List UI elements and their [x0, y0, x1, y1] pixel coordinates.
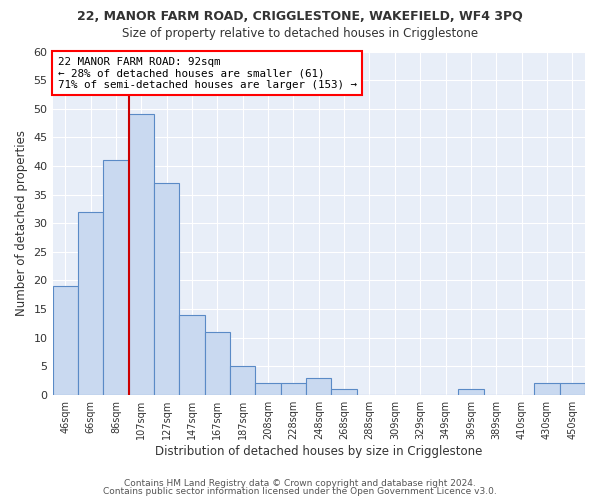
Text: Contains HM Land Registry data © Crown copyright and database right 2024.: Contains HM Land Registry data © Crown c… [124, 478, 476, 488]
Bar [53, 286, 78, 395]
Bar [128, 114, 154, 394]
Bar [560, 384, 585, 394]
Bar [331, 389, 357, 394]
Bar [256, 384, 281, 394]
Text: Contains public sector information licensed under the Open Government Licence v3: Contains public sector information licen… [103, 487, 497, 496]
Text: Size of property relative to detached houses in Crigglestone: Size of property relative to detached ho… [122, 28, 478, 40]
Bar [205, 332, 230, 394]
Bar [534, 384, 560, 394]
Bar [154, 183, 179, 394]
Bar [306, 378, 331, 394]
Text: 22 MANOR FARM ROAD: 92sqm
← 28% of detached houses are smaller (61)
71% of semi-: 22 MANOR FARM ROAD: 92sqm ← 28% of detac… [58, 56, 357, 90]
Bar [230, 366, 256, 394]
Text: 22, MANOR FARM ROAD, CRIGGLESTONE, WAKEFIELD, WF4 3PQ: 22, MANOR FARM ROAD, CRIGGLESTONE, WAKEF… [77, 10, 523, 23]
Bar [458, 389, 484, 394]
Bar [78, 212, 103, 394]
Bar [179, 314, 205, 394]
X-axis label: Distribution of detached houses by size in Crigglestone: Distribution of detached houses by size … [155, 444, 482, 458]
Bar [103, 160, 128, 394]
Bar [281, 384, 306, 394]
Y-axis label: Number of detached properties: Number of detached properties [15, 130, 28, 316]
